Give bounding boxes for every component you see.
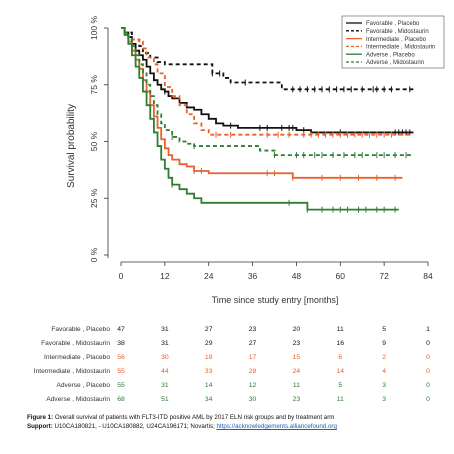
- risk-count: 27: [205, 326, 213, 333]
- support-text: U10CA180821, - U10CA180882, U24CA196171;…: [52, 423, 217, 430]
- risk-count: 11: [293, 382, 300, 389]
- y-ticks: 0 % 25 % 50 % 75 % 100 %: [89, 16, 108, 262]
- risk-count: 27: [249, 340, 257, 347]
- risk-count: 0: [426, 382, 430, 389]
- y-tick-label: 100 %: [89, 16, 99, 41]
- x-tick-label: 84: [423, 271, 433, 281]
- risk-count: 1: [426, 326, 430, 333]
- x-tick-label: 0: [119, 271, 124, 281]
- figure-caption: Figure 1: Overall survival of patients w…: [27, 413, 447, 431]
- legend-entry: Favorable , Placebo: [366, 21, 420, 27]
- risk-count: 18: [205, 354, 213, 361]
- risk-count: 56: [117, 354, 125, 361]
- legend-entry: Favorable , Midostaurin: [366, 29, 429, 35]
- survival-curve: [121, 27, 403, 179]
- risk-count: 11: [337, 326, 344, 333]
- risk-count: 24: [293, 368, 301, 375]
- risk-count: 23: [249, 326, 257, 333]
- x-tick-label: 48: [292, 271, 302, 281]
- risk-count: 33: [205, 368, 213, 375]
- y-tick-label: 0 %: [89, 247, 99, 262]
- legend-box: [341, 15, 445, 69]
- figure-text: Overall survival of patients with FLT3-I…: [53, 414, 335, 421]
- x-tick-label: 12: [160, 271, 170, 281]
- risk-count: 30: [161, 354, 169, 361]
- risk-count: 9: [382, 340, 386, 347]
- risk-count: 14: [337, 368, 345, 375]
- legend-entry: Intermediate , Midostaurin: [366, 45, 435, 51]
- legend-entry: Adverse , Midostaurin: [366, 60, 424, 66]
- survival-curve: [121, 27, 414, 134]
- legend-entry: Intermediate , Placebo: [366, 37, 427, 43]
- risk-count: 31: [161, 382, 169, 389]
- risk-count: 44: [161, 368, 169, 375]
- y-tick-label: 50 %: [89, 131, 99, 151]
- risk-count: 15: [293, 354, 301, 361]
- x-axis-label: Time since study entry [months]: [212, 295, 339, 305]
- risk-row-label: Adverse , Placebo: [56, 382, 110, 389]
- x-ticks: 0 12 24 36 48 60 72 84: [119, 262, 433, 281]
- risk-count: 20: [293, 326, 301, 333]
- risk-count: 0: [426, 368, 430, 375]
- legend-entry: Adverse , Placebo: [366, 52, 415, 58]
- legend: Favorable , Placebo Favorable , Midostaur…: [341, 15, 445, 69]
- risk-row-label: Intermediate , Midostaurin: [34, 368, 111, 375]
- risk-count: 55: [117, 368, 125, 375]
- risk-count: 34: [205, 396, 213, 403]
- risk-count: 14: [205, 382, 213, 389]
- risk-count: 31: [161, 340, 169, 347]
- risk-count: 5: [338, 382, 342, 389]
- risk-count: 30: [249, 396, 257, 403]
- x-tick-label: 36: [248, 271, 258, 281]
- risk-count: 3: [382, 396, 386, 403]
- figure-label: Figure 1:: [27, 414, 54, 421]
- risk-count: 11: [337, 396, 344, 403]
- support-label: Support:: [27, 423, 53, 430]
- survival-curve: [121, 27, 414, 157]
- risk-count: 3: [382, 382, 386, 389]
- risk-count: 12: [249, 382, 257, 389]
- risk-count: 2: [382, 354, 386, 361]
- risk-table: Favorable , Placebo 47 31 27 23 20 11 5 1Favorab…: [34, 326, 430, 403]
- risk-row-label: Favorable , Placebo: [51, 326, 110, 333]
- risk-count: 17: [249, 354, 257, 361]
- y-tick-label: 75 %: [89, 75, 99, 95]
- survival-chart: 0 %25 %50 %75 %100 % 0 12 24 36 48 60 72 84 Sur…: [34, 15, 445, 403]
- risk-count: 4: [382, 368, 386, 375]
- risk-count: 0: [426, 340, 430, 347]
- x-tick-label: 24: [204, 271, 214, 281]
- support-link[interactable]: https://acknowledgements.alliancefound.o…: [216, 423, 337, 430]
- risk-count: 23: [293, 340, 301, 347]
- risk-count: 29: [205, 340, 213, 347]
- y-axis-label: Survival probability: [66, 104, 77, 188]
- survival-curve: [121, 27, 399, 211]
- risk-row-label: Adverse , Midostaurin: [46, 396, 110, 403]
- risk-count: 31: [161, 326, 169, 333]
- risk-count: 68: [117, 396, 125, 403]
- axes: [107, 28, 428, 263]
- risk-count: 51: [161, 396, 169, 403]
- x-tick-label: 60: [336, 271, 346, 281]
- risk-row-label: Intermediate , Placebo: [44, 354, 110, 361]
- risk-count: 47: [117, 326, 125, 333]
- x-tick-label: 72: [379, 271, 389, 281]
- risk-row-label: Favorable , Midostaurin: [41, 340, 110, 347]
- risk-count: 0: [426, 396, 430, 403]
- risk-count: 28: [249, 368, 257, 375]
- risk-count: 16: [337, 340, 345, 347]
- support-line: Support: U10CA180821, - U10CA180882, U24…: [27, 422, 447, 431]
- risk-count: 6: [338, 354, 342, 361]
- risk-count: 0: [426, 354, 430, 361]
- survival-curves: [121, 27, 414, 213]
- risk-count: 23: [293, 396, 301, 403]
- y-tick-label: 25 %: [89, 188, 99, 208]
- risk-count: 5: [382, 326, 386, 333]
- risk-count: 38: [117, 340, 125, 347]
- risk-count: 55: [117, 382, 125, 389]
- figure-title: Figure 1: Overall survival of patients w…: [27, 413, 447, 422]
